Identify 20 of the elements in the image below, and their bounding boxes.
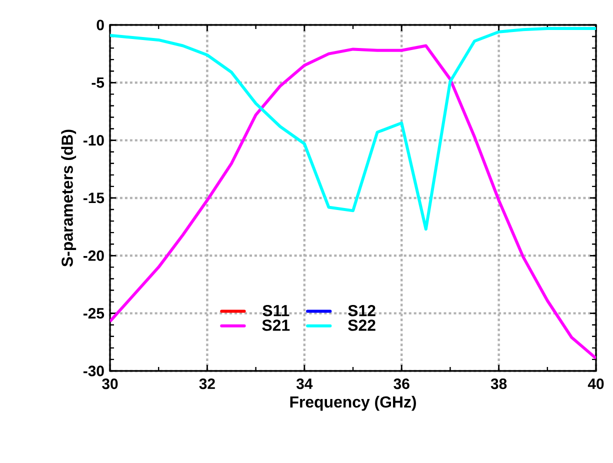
line-series — [110, 44, 596, 360]
y-tick-label: 0 — [96, 20, 104, 30]
y-tick-label: -10 — [83, 135, 104, 146]
y-axis-title: S-parameters (dB) — [61, 130, 76, 267]
legend-label: S12 — [348, 304, 376, 316]
y-tick-label: -20 — [83, 250, 104, 261]
y-tick-label: -30 — [83, 366, 104, 376]
x-tick-label: 32 — [199, 378, 215, 390]
legend-label: S21 — [262, 320, 290, 331]
x-tick-label: 40 — [588, 378, 604, 390]
legend-label: S22 — [348, 320, 376, 331]
x-tick-label: 30 — [102, 378, 118, 390]
x-tick-label: 36 — [394, 378, 410, 390]
y-tick-label: -15 — [83, 192, 104, 204]
y-tick-label: -25 — [83, 308, 104, 319]
legend-label: S11 — [262, 304, 290, 316]
x-axis-title: Frequency (GHz) — [290, 396, 416, 411]
x-tick-label: 34 — [296, 378, 313, 390]
x-tick-label: 38 — [490, 378, 507, 390]
y-tick-label: -5 — [92, 77, 104, 88]
